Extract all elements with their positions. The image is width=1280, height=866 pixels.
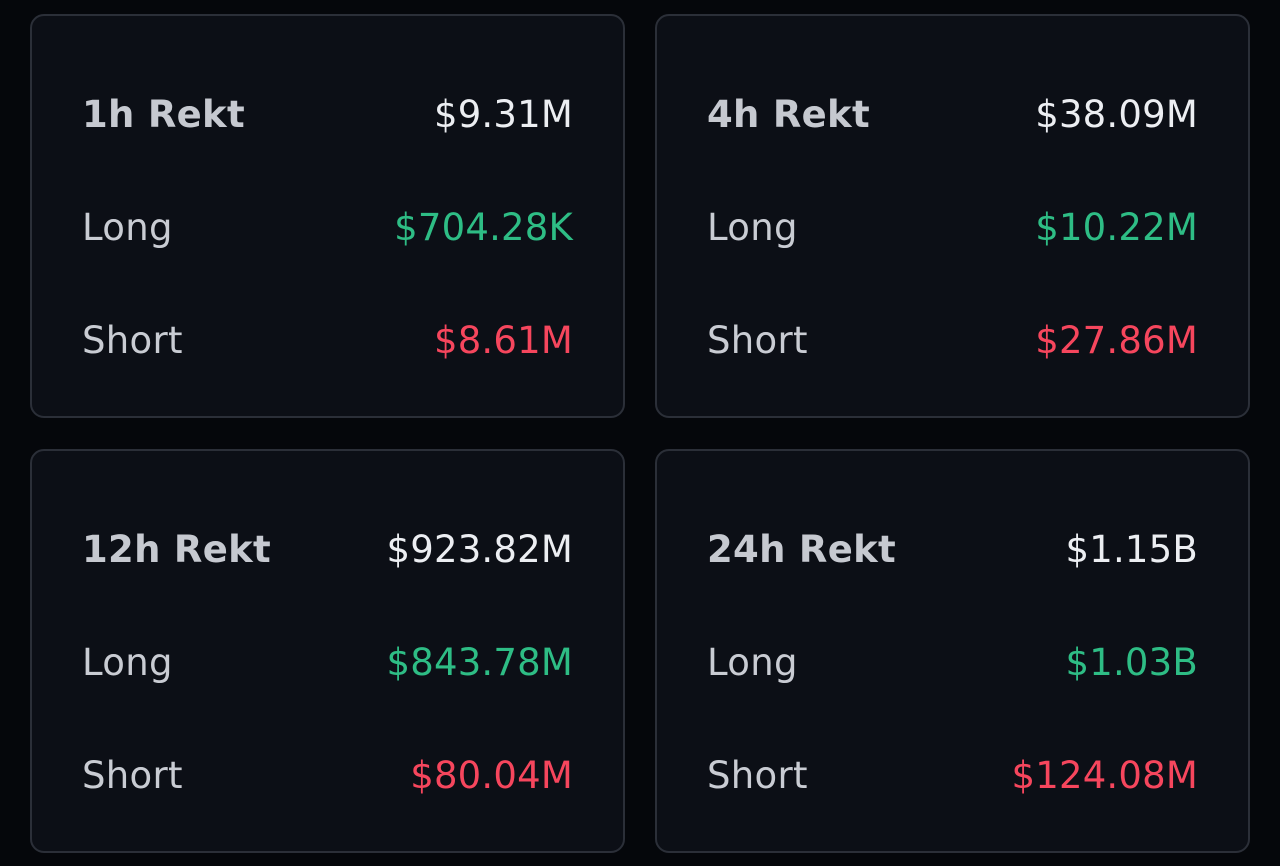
card-title: 1h Rekt [82,92,245,136]
short-row: Short $124.08M [707,750,1198,800]
long-row: Long $704.28K [82,202,573,252]
short-value: $124.08M [1011,753,1198,797]
short-label: Short [707,318,808,362]
card-title: 24h Rekt [707,527,896,571]
long-label: Long [707,640,798,684]
long-row: Long $10.22M [707,202,1198,252]
long-row: Long $843.78M [82,637,573,687]
long-value: $1.03B [1065,640,1198,684]
rekt-card-1h: 1h Rekt $9.31M Long $704.28K Short $8.61… [30,14,625,418]
short-label: Short [82,318,183,362]
short-label: Short [707,753,808,797]
short-row: Short $27.86M [707,315,1198,365]
short-value: $8.61M [433,318,573,362]
long-value: $704.28K [394,205,573,249]
total-row: 4h Rekt $38.09M [707,89,1198,139]
short-row: Short $8.61M [82,315,573,365]
short-value: $27.86M [1035,318,1198,362]
short-value: $80.04M [410,753,573,797]
total-value: $1.15B [1065,527,1198,571]
long-value: $843.78M [386,640,573,684]
total-value: $923.82M [386,527,573,571]
total-row: 24h Rekt $1.15B [707,524,1198,574]
long-row: Long $1.03B [707,637,1198,687]
card-title: 4h Rekt [707,92,870,136]
rekt-card-12h: 12h Rekt $923.82M Long $843.78M Short $8… [30,449,625,853]
short-label: Short [82,753,183,797]
long-value: $10.22M [1035,205,1198,249]
total-row: 1h Rekt $9.31M [82,89,573,139]
total-row: 12h Rekt $923.82M [82,524,573,574]
long-label: Long [82,640,173,684]
long-label: Long [82,205,173,249]
total-value: $38.09M [1035,92,1198,136]
rekt-card-4h: 4h Rekt $38.09M Long $10.22M Short $27.8… [655,14,1250,418]
rekt-card-24h: 24h Rekt $1.15B Long $1.03B Short $124.0… [655,449,1250,853]
long-label: Long [707,205,798,249]
short-row: Short $80.04M [82,750,573,800]
total-value: $9.31M [433,92,573,136]
card-title: 12h Rekt [82,527,271,571]
